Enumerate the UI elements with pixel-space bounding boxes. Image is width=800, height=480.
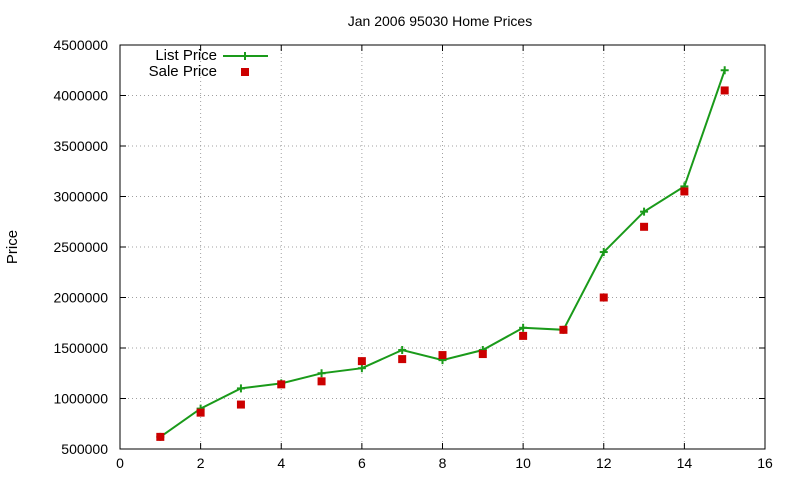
plot-area: [156, 66, 729, 441]
legend-swatch-list-price: [223, 52, 268, 60]
data-point-sale-price: [438, 351, 447, 360]
grid: [120, 45, 765, 449]
data-point-list-price: [599, 248, 608, 257]
legend-marker-list-price: [241, 52, 249, 60]
data-point-sale-price: [156, 432, 165, 441]
y-tick-label: 4000000: [53, 88, 108, 104]
x-tick-label: 8: [439, 455, 447, 471]
data-point-sale-price: [236, 400, 245, 409]
data-point-list-price: [398, 346, 407, 355]
x-tick-label: 2: [197, 455, 205, 471]
data-point-sale-price: [720, 86, 729, 95]
data-point-sale-price: [478, 350, 487, 359]
y-tick-label: 1000000: [53, 391, 108, 407]
x-tick-label: 6: [358, 455, 366, 471]
data-point-list-price: [720, 66, 729, 75]
y-tick-label: 2000000: [53, 290, 108, 306]
data-point-sale-price: [196, 408, 205, 417]
data-point-sale-price: [559, 325, 568, 334]
data-point-sale-price: [519, 331, 528, 340]
legend-label-sale-price: Sale Price: [149, 63, 217, 80]
legend-marker-sale-price: [241, 68, 249, 76]
x-tick-label: 0: [116, 455, 124, 471]
y-tick-label: 3500000: [53, 138, 108, 154]
data-point-sale-price: [398, 355, 407, 364]
y-tick-label: 2500000: [53, 239, 108, 255]
legend: List Price Sale Price: [149, 47, 268, 80]
data-point-sale-price: [599, 293, 608, 302]
x-tick-label: 10: [515, 455, 531, 471]
legend-swatch-sale-price: [241, 68, 249, 76]
data-point-list-price: [236, 384, 245, 393]
y-tick-label: 4500000: [53, 37, 108, 53]
data-point-list-price: [357, 364, 366, 373]
x-tick-label: 12: [596, 455, 612, 471]
data-point-list-price: [519, 323, 528, 332]
x-tick-label: 4: [277, 455, 285, 471]
y-axis-label: Price: [4, 230, 21, 264]
data-point-sale-price: [357, 357, 366, 366]
data-point-sale-price: [640, 222, 649, 231]
chart-title: Jan 2006 95030 Home Prices: [348, 13, 532, 29]
x-tick-label: 16: [757, 455, 773, 471]
y-tick-label: 500000: [61, 441, 108, 457]
data-point-sale-price: [277, 380, 286, 389]
data-point-list-price: [640, 207, 649, 216]
x-tick-label: 14: [677, 455, 693, 471]
x-axis-tick-labels: 0 2 4 6 8 10 12 14 16: [116, 455, 773, 471]
y-tick-label: 1500000: [53, 340, 108, 356]
y-axis-tick-labels: 500000 1000000 1500000 2000000 2500000 300000…: [53, 37, 108, 457]
plot-frame: [119, 44, 766, 450]
legend-label-list-price: List Price: [155, 47, 217, 64]
data-point-sale-price: [317, 377, 326, 386]
data-point-list-price: [317, 369, 326, 378]
data-point-sale-price: [680, 187, 689, 196]
y-tick-label: 3000000: [53, 189, 108, 205]
